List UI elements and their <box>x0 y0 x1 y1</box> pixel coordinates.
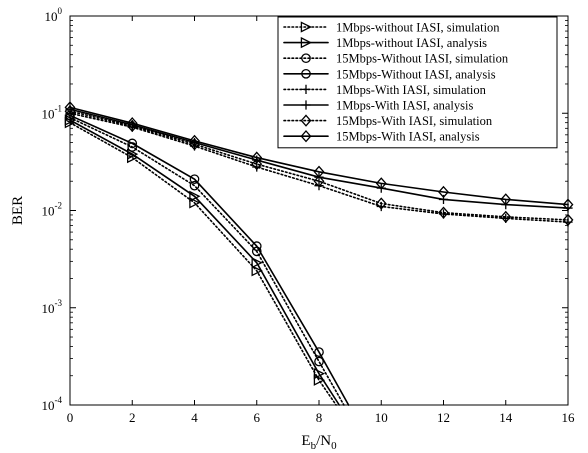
data-point <box>313 175 325 188</box>
data-point <box>500 210 512 224</box>
x-tick-label: 12 <box>437 410 450 425</box>
data-point <box>438 206 449 219</box>
series-line <box>69 121 337 406</box>
data-point <box>313 165 325 178</box>
y-tick-exponent: -2 <box>55 201 63 211</box>
series-1 <box>64 117 337 406</box>
series-line <box>69 106 569 206</box>
data-point <box>189 180 200 191</box>
series-line <box>69 116 345 406</box>
legend-marker <box>300 114 312 127</box>
legend-label: 15Mbps-With IASI, analysis <box>336 130 480 144</box>
data-point <box>251 157 263 171</box>
data-point <box>314 347 324 357</box>
y-tick-label: 10-4 <box>42 395 63 413</box>
data-point <box>313 374 326 386</box>
y-tick-base: 10 <box>42 398 55 413</box>
x-axis-label-sub1: b <box>311 440 317 452</box>
data-point <box>438 185 449 199</box>
x-axis-label-mid: /N <box>316 433 331 449</box>
data-point <box>375 197 387 210</box>
data-point <box>251 241 262 251</box>
x-tick-label: 2 <box>129 410 136 425</box>
y-tick-base: 10 <box>42 106 55 121</box>
y-tick-label: 100 <box>45 6 63 24</box>
x-tick-label: 6 <box>254 410 261 425</box>
series-8 <box>64 101 574 211</box>
legend-label: 1Mbps-without IASI, analysis <box>336 36 487 50</box>
data-point <box>438 194 449 205</box>
legend-label: 15Mbps-With IASI, simulation <box>336 114 493 128</box>
series-3 <box>65 112 345 406</box>
y-tick-label: 10-3 <box>42 298 63 316</box>
x-tick-label: 8 <box>316 410 323 425</box>
legend-label: 1Mbps-With IASI, simulation <box>336 83 487 97</box>
y-tick-label: 10-1 <box>42 103 63 121</box>
y-axis-label: BER <box>10 196 26 225</box>
x-tick-label: 10 <box>375 410 388 425</box>
series-4 <box>65 110 350 406</box>
legend-marker <box>300 36 313 49</box>
x-tick-label: 14 <box>499 410 513 425</box>
legend-marker <box>300 21 313 33</box>
data-point <box>189 190 201 202</box>
data-point <box>251 265 263 277</box>
data-point <box>375 177 387 190</box>
legend-box <box>277 16 558 149</box>
x-tick-label: 16 <box>562 410 576 425</box>
y-tick-base: 10 <box>45 9 58 24</box>
legend-label: 15Mbps-Without IASI, analysis <box>336 67 496 81</box>
legend-marker <box>300 130 312 143</box>
data-point <box>189 197 201 209</box>
legend-marker <box>301 84 311 94</box>
data-point <box>500 193 512 206</box>
y-tick-exponent: -4 <box>55 395 63 405</box>
legend-label: 1Mbps-With IASI, analysis <box>336 99 473 113</box>
y-tick-exponent: 0 <box>58 6 63 16</box>
data-point <box>189 174 200 185</box>
data-point <box>127 138 138 149</box>
x-axis-label: Eb/N0 <box>301 433 337 452</box>
legend-label: 1Mbps-without IASI, simulation <box>336 21 500 35</box>
series-line <box>69 114 350 406</box>
legend-marker <box>301 68 311 79</box>
y-tick-base: 10 <box>42 301 55 316</box>
legend-marker <box>301 53 311 64</box>
series-2 <box>64 114 341 406</box>
y-tick-exponent: -1 <box>55 103 63 113</box>
series-line <box>69 119 341 406</box>
data-point <box>251 151 263 164</box>
x-tick-label: 4 <box>191 410 198 425</box>
y-tick-label: 10-2 <box>42 201 63 219</box>
series-line <box>69 110 569 221</box>
data-point <box>189 134 200 148</box>
legend-marker <box>301 100 311 110</box>
x-axis-label-main: E <box>301 433 310 449</box>
legend: 1Mbps-without IASI, simulation1Mbps-with… <box>277 16 558 149</box>
data-point <box>313 368 326 380</box>
data-point <box>251 257 263 269</box>
x-axis-label-sub2: 0 <box>331 440 337 452</box>
y-tick-exponent: -3 <box>55 298 63 308</box>
data-point <box>314 356 324 367</box>
legend-label: 15Mbps-Without IASI, simulation <box>336 52 509 66</box>
x-tick-label: 0 <box>67 410 74 425</box>
y-tick-base: 10 <box>42 204 55 219</box>
data-point <box>126 117 138 130</box>
